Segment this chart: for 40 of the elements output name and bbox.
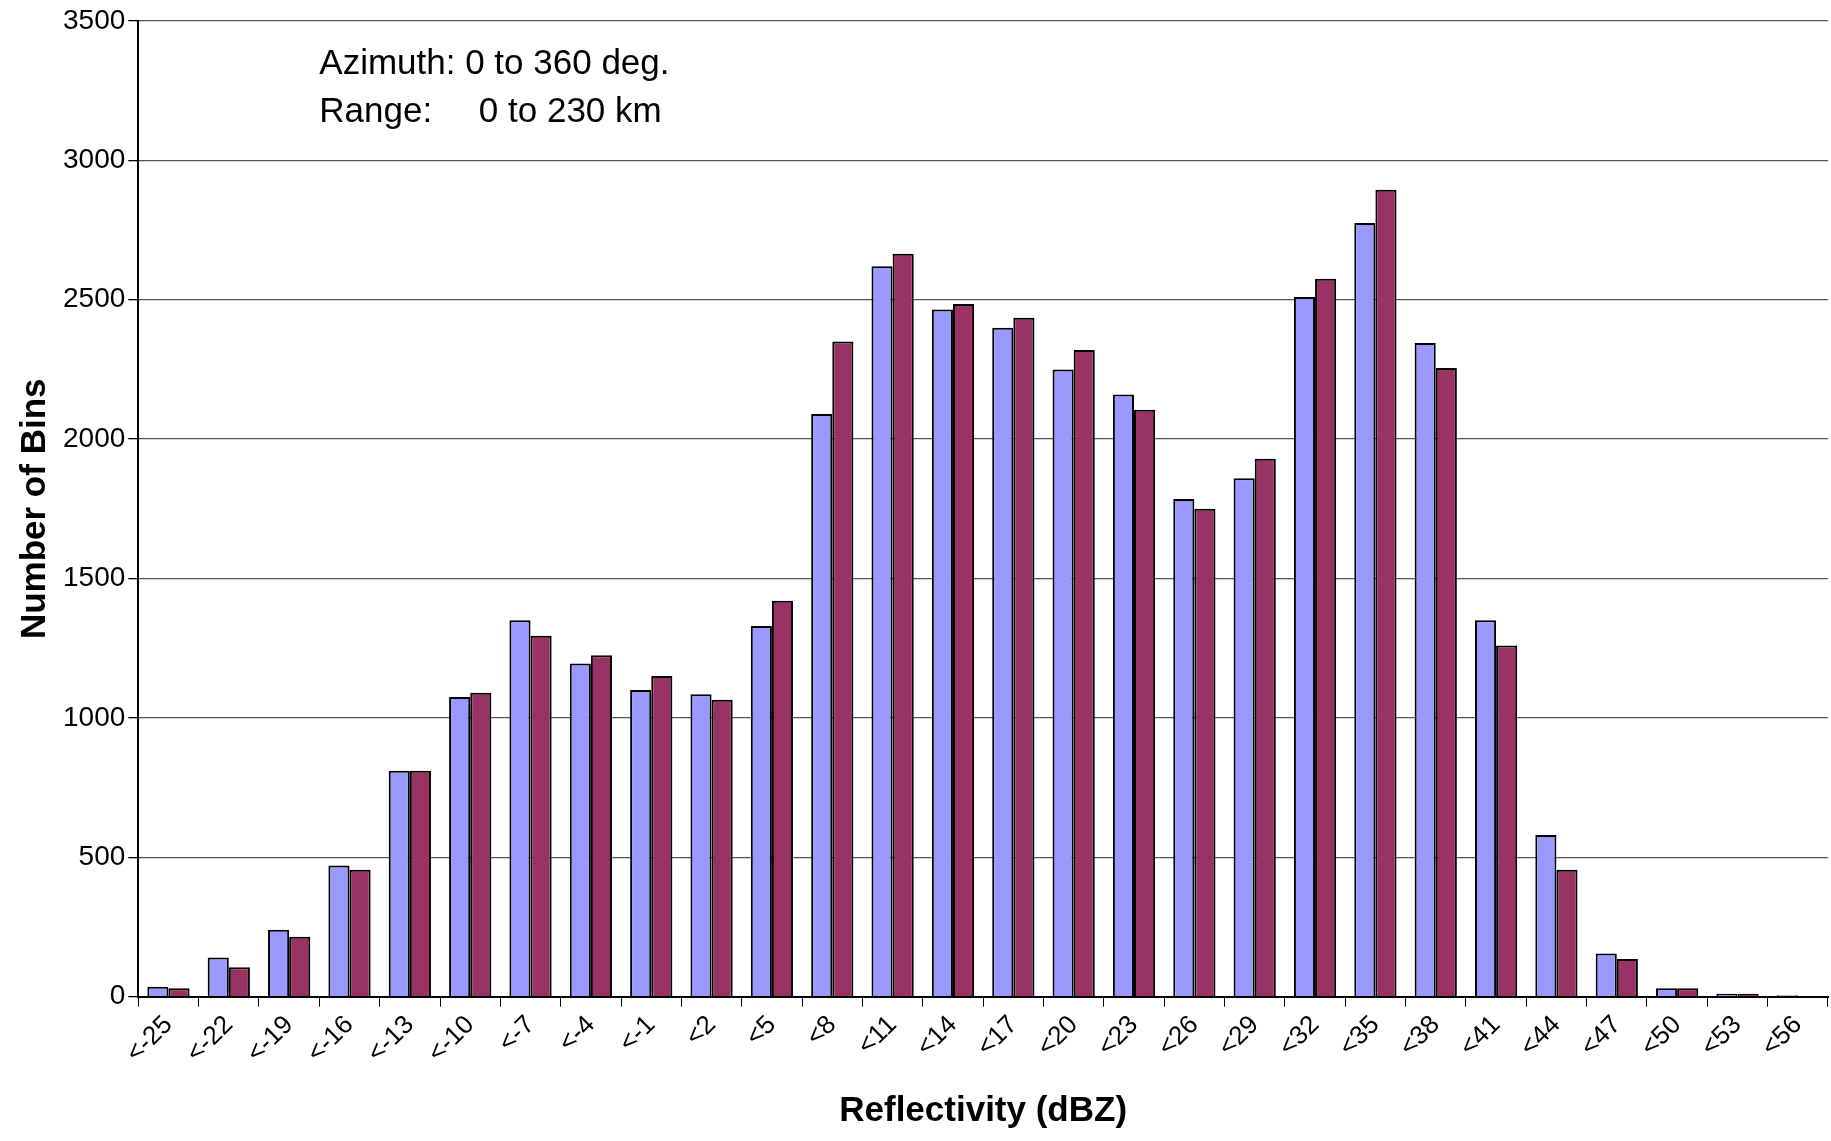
x-tick-label: <53 — [1694, 1008, 1747, 1062]
y-tick-label: 1000 — [62, 700, 126, 732]
x-tick-label: <-1 — [612, 1008, 661, 1058]
x-tick-label: <56 — [1754, 1008, 1808, 1062]
text: Range: 0 to 230 km — [319, 89, 662, 129]
y-tick-label: 2000 — [62, 421, 126, 453]
x-tick-label: <11 — [850, 1008, 902, 1060]
x-tick-label: <41 — [1453, 1008, 1506, 1062]
x-tick-label: <2 — [678, 1008, 721, 1051]
x-tick-label: <17 — [970, 1008, 1023, 1062]
y-tick-label: 2500 — [62, 282, 126, 314]
x-tick-label: <-22 — [179, 1008, 239, 1068]
y-tick-label: 3500 — [62, 3, 126, 35]
annotation: Azimuth: 0 to 360 deg. — [319, 41, 670, 81]
x-tick-label: <-7 — [491, 1008, 540, 1058]
x-tick-label: <38 — [1392, 1008, 1446, 1062]
x-tick-label: <-19 — [239, 1008, 299, 1068]
x-tick-label: <-4 — [551, 1008, 601, 1058]
y-axis-title: Number of Bins — [12, 378, 52, 640]
x-tick-label: <-25 — [119, 1008, 178, 1068]
x-tick-label: <26 — [1151, 1008, 1204, 1062]
x-tick-label: <8 — [799, 1008, 842, 1051]
x-tick-label: <5 — [739, 1008, 782, 1051]
y-tick-label: 500 — [78, 839, 126, 871]
y-tick-label: 1500 — [62, 561, 126, 593]
x-tick-label: <47 — [1573, 1008, 1627, 1062]
y-tick-label: 3000 — [62, 143, 126, 175]
x-axis-title: Reflectivity (dBZ) — [839, 1088, 1128, 1128]
x-tick-label: <23 — [1090, 1008, 1144, 1062]
x-tick-label: <14 — [909, 1008, 963, 1062]
x-tick-label: <50 — [1634, 1008, 1687, 1062]
x-tick-label: <44 — [1513, 1008, 1566, 1062]
x-tick-label: <-13 — [360, 1008, 420, 1068]
x-tick-label: <32 — [1271, 1008, 1325, 1062]
x-tick-label: <35 — [1332, 1008, 1385, 1062]
x-tick-label: <20 — [1030, 1008, 1083, 1062]
y-tick-label: 0 — [109, 979, 126, 1011]
x-tick-label: <29 — [1211, 1008, 1265, 1062]
x-tick-label: <-16 — [300, 1008, 359, 1068]
x-tick-label: <-10 — [420, 1008, 480, 1068]
